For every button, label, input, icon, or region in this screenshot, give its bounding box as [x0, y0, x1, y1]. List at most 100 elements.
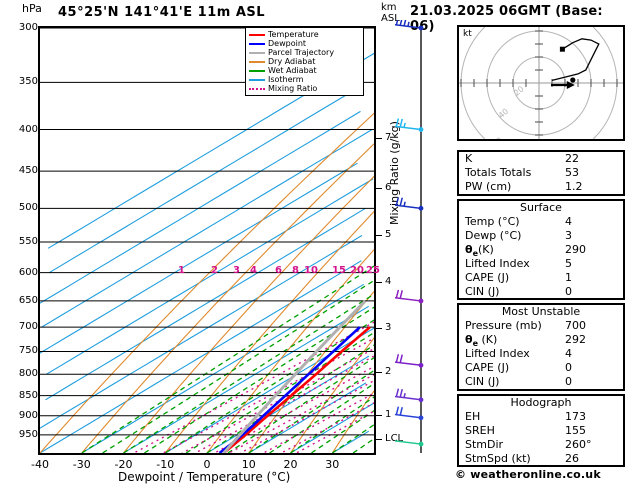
row-value: 4 [565, 215, 572, 228]
height-tick [376, 327, 382, 329]
height-tick-label: 3 [385, 321, 392, 333]
mixing-ratio-label: 4 [250, 265, 257, 276]
table-row: CAPE (J) 1 [459, 271, 623, 285]
height-tick [376, 415, 382, 417]
height-tick-label: 7 [385, 132, 392, 144]
height-tick-label: 5 [385, 229, 392, 241]
hodograph-ring-label: 60 [491, 136, 505, 139]
height-tick-label: 2 [385, 366, 392, 378]
table-row: StmDir 260° [459, 438, 623, 452]
height-tick-label: 6 [385, 181, 392, 193]
row-value: 292 [565, 333, 586, 346]
height-unit-line1: km [381, 2, 397, 13]
legend-item: Isotherm [249, 75, 361, 84]
table-row: CIN (J) 0 [459, 285, 623, 299]
table-row: Lifted Index 5 [459, 257, 623, 271]
table-row: Totals Totals 53 [459, 166, 623, 180]
height-tick-label: 4 [385, 275, 392, 287]
pressure-tick-label: 900 [18, 409, 38, 421]
height-axis: 1 2 3 4 5 6 7 LCL [376, 20, 404, 460]
legend-item: Mixing Ratio [249, 84, 361, 93]
row-value: 155 [565, 424, 586, 437]
height-tick [376, 235, 382, 237]
legend-swatch [249, 69, 265, 72]
hodograph-trace [551, 38, 600, 82]
page-title: 45°25'N 141°41'E 11m ASL [58, 5, 266, 20]
table-row: SREH 155 [459, 424, 623, 438]
pressure-tick-label: 650 [18, 294, 38, 306]
lcl-label: LCL [385, 432, 404, 444]
legend-item: Dry Adiabat [249, 57, 361, 66]
row-key: CIN (J) [465, 285, 500, 298]
mixing-ratio-label: 10 [304, 265, 318, 276]
temperature-tick-label: 10 [241, 458, 256, 471]
lcl-tick [376, 438, 382, 440]
mixing-ratio-label: 1 [178, 265, 185, 276]
legend-item: Dewpoint [249, 39, 361, 48]
wind-barb [395, 289, 424, 304]
pressure-tick-label: 800 [18, 368, 38, 380]
legend-swatch [249, 78, 265, 81]
legend-swatch [249, 51, 265, 54]
row-key: Lifted Index [465, 347, 530, 360]
legend-swatch [249, 42, 265, 45]
skewt-chart [38, 26, 376, 455]
pressure-tick-label: 850 [18, 389, 38, 401]
row-key: EH [465, 410, 481, 423]
row-key: CIN (J) [465, 375, 500, 388]
table-row: θe (K) 292 [459, 333, 623, 349]
mixing-ratio-label: 20 [350, 265, 364, 276]
row-value: 0 [565, 375, 572, 388]
row-value: 700 [565, 319, 586, 332]
wind-barb [395, 20, 424, 31]
pressure-tick-label: 350 [18, 76, 38, 88]
row-key: CAPE (J) [465, 271, 510, 284]
pressure-tick-label: 500 [18, 202, 38, 214]
row-key: Temp (°C) [465, 215, 520, 228]
mixing-ratio-label: 2 [211, 265, 218, 276]
wind-barb [395, 388, 424, 403]
legend-swatch [249, 87, 265, 90]
legend-label: Parcel Trajectory [268, 48, 335, 57]
table-row: K 22 [459, 152, 623, 166]
table-row: θe(K) 290 [459, 243, 623, 258]
row-value: 1 [565, 271, 572, 284]
row-value: 260° [565, 438, 592, 451]
height-tick [376, 372, 382, 374]
row-value: 1.2 [565, 180, 583, 193]
legend-label: Wet Adiabat [268, 66, 317, 75]
row-value: 5 [565, 257, 572, 270]
row-value: 53 [565, 166, 579, 179]
legend-label: Isotherm [268, 75, 304, 84]
wind-barb-column [395, 20, 424, 453]
temperature-tick-label: -10 [156, 458, 175, 471]
row-value: 290 [565, 243, 586, 256]
wind-barb [395, 432, 424, 447]
indices-panel: K 22 Totals Totals 53 PW (cm) 1.2 [457, 150, 625, 196]
pressure-tick-label: 600 [18, 266, 38, 278]
legend-swatch [249, 33, 265, 36]
temperature-tick-label: -20 [114, 458, 133, 471]
pressure-axis: 300 350 400 450 500 550 600 650 700 750 800 850 900 9… [14, 20, 38, 460]
table-row: Temp (°C) 4 [459, 215, 623, 229]
mixing-ratio-label: 15 [332, 265, 346, 276]
row-key: θe (K) [465, 333, 498, 349]
height-tick [376, 138, 382, 140]
temperature-tick-label: 30 [325, 458, 340, 471]
pressure-tick-label: 300 [18, 22, 38, 33]
row-key: CAPE (J) [465, 361, 510, 374]
height-unit-line2: ASL [381, 13, 400, 24]
temperature-tick-label: 0 [203, 458, 211, 471]
row-key: StmDir [465, 438, 504, 451]
hodograph-unit-label: kt [463, 29, 472, 39]
row-key: SREH [465, 424, 495, 437]
row-key: StmSpd (kt) [465, 452, 531, 465]
table-row: CAPE (J) 0 [459, 361, 623, 375]
hodograph-stats-panel: Hodograph EH 173 SREH 155 StmDir 260° StmSpd (k… [457, 394, 625, 467]
credit-text: © weatheronline.co.uk [455, 468, 601, 481]
table-row: Pressure (mb) 700 [459, 319, 623, 333]
legend-label: Mixing Ratio [268, 84, 318, 93]
mixing-ratio-label: 6 [275, 265, 282, 276]
